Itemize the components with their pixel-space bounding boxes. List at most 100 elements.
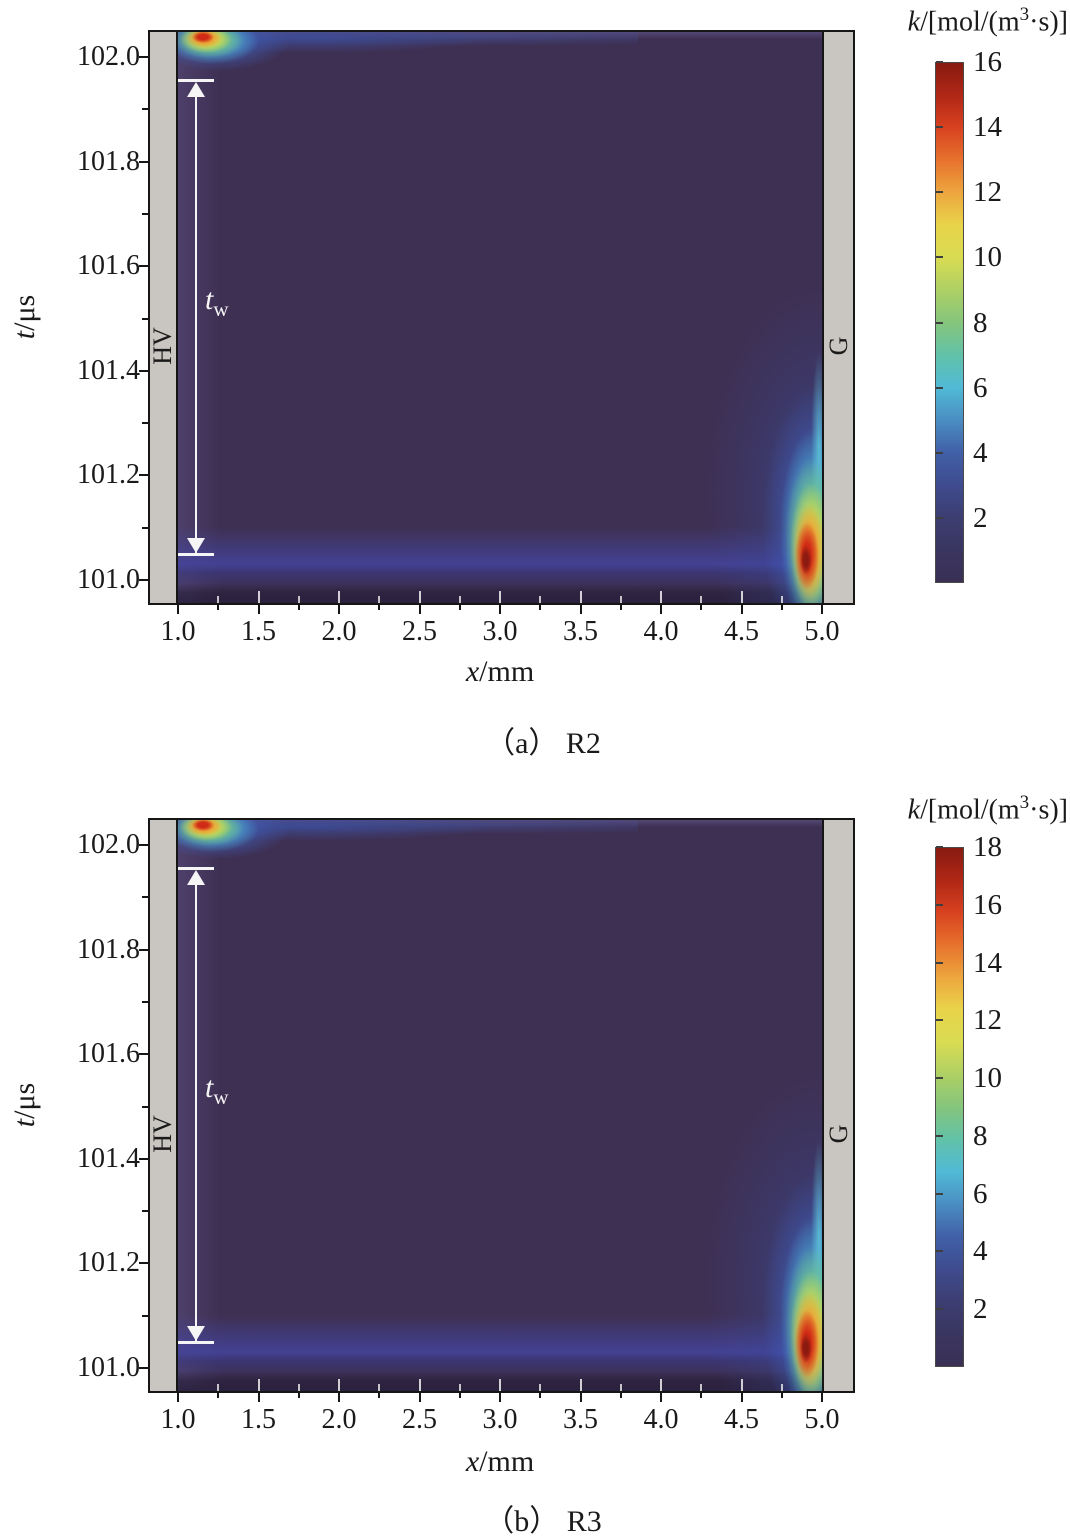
x-tick-minor-inner	[619, 596, 622, 603]
colorbar-tick	[936, 1192, 943, 1195]
x-tick-minor-inner	[539, 1384, 542, 1391]
x-tick-minor	[458, 605, 461, 610]
x-tick-minor-inner	[217, 1384, 220, 1391]
x-tick-label: 1.5	[241, 1404, 276, 1435]
x-axis-label: x/mm	[435, 1445, 565, 1479]
x-tick-minor	[378, 1393, 381, 1398]
y-tick-major	[139, 1053, 148, 1056]
tw-arrow-cap-bottom	[178, 1341, 214, 1344]
x-tick-minor-inner	[458, 596, 461, 603]
y-tick-minor	[142, 1210, 148, 1213]
tw-arrowhead-down-icon	[187, 538, 205, 553]
heatmap-cathode-spot	[178, 32, 638, 112]
tw-annotation-label: tw	[205, 283, 229, 322]
x-axis-label: x/mm	[435, 655, 565, 689]
y-tick-label: 101.0	[77, 564, 140, 595]
x-tick-major	[499, 605, 501, 614]
x-tick-label: 3.0	[482, 1404, 518, 1435]
y-tick-minor	[142, 1314, 148, 1317]
x-axis-unit: /mm	[479, 655, 535, 688]
y-tick-major	[139, 1262, 148, 1265]
x-tick-label: 2.5	[402, 616, 437, 647]
y-tick-major	[139, 579, 148, 581]
colorbar-tick-label: 10	[973, 1062, 1002, 1095]
x-tick-minor-inner	[780, 1384, 783, 1391]
colorbar-tick-label: 6	[973, 371, 988, 404]
x-tick-major-inner	[660, 1379, 662, 1391]
tw-var: t	[205, 283, 214, 316]
x-tick-major	[740, 1393, 743, 1402]
x-tick-minor	[700, 605, 703, 610]
x-tick-minor-inner	[297, 1384, 300, 1391]
x-axis-unit: /mm	[479, 1445, 535, 1478]
y-tick-label: 102.0	[77, 829, 140, 860]
x-tick-label: 2.5	[402, 1404, 437, 1435]
colorbar-tick	[936, 846, 943, 848]
x-tick-major	[418, 1393, 421, 1402]
y-tick-label: 101.2	[77, 459, 140, 491]
x-tick-minor-inner	[217, 596, 220, 603]
y-tick-major	[139, 265, 148, 268]
y-tick-minor	[142, 317, 148, 320]
y-tick-minor	[142, 108, 148, 111]
colorbar-gradient	[935, 847, 964, 1367]
x-axis-var: x	[465, 655, 480, 688]
x-tick-label: 4.0	[643, 616, 679, 647]
colorbar-tick	[936, 1308, 943, 1311]
y-tick-label: 102.0	[77, 41, 140, 72]
x-tick-major	[821, 605, 823, 614]
colorbar-title-pre: /[mol/(m	[920, 6, 1020, 38]
g-label: G	[823, 1124, 853, 1144]
colorbar-tick-label: 8	[973, 306, 988, 339]
hv-label: HV	[148, 327, 177, 365]
y-tick-label: 101.8	[77, 933, 140, 965]
colorbar-tick-label: 10	[973, 241, 1002, 274]
colorbar-tick-label: 2	[973, 501, 988, 534]
plot-area: HV G	[148, 30, 855, 605]
heatmap	[178, 820, 823, 1391]
colorbar-tick	[936, 61, 943, 63]
x-tick-major-inner	[338, 591, 340, 603]
colorbar-tick-label: 12	[973, 176, 1002, 209]
x-tick-major	[579, 605, 582, 614]
electrode-g-bar: G	[822, 32, 853, 603]
colorbar-tick-label: 14	[973, 946, 1002, 979]
x-tick-major	[579, 1393, 582, 1402]
electrode-hv-bar: HV	[148, 32, 178, 603]
x-tick-major	[177, 605, 179, 614]
x-tick-minor-inner	[619, 1384, 622, 1391]
colorbar-tick-label: 14	[973, 111, 1002, 144]
x-tick-minor-inner	[700, 596, 703, 603]
colorbar-tick-label: 6	[973, 1177, 988, 1210]
colorbar-tick	[936, 516, 943, 519]
y-axis-unit: /μs	[8, 1082, 41, 1119]
colorbar-tick-label: 16	[973, 46, 1002, 78]
x-tick-minor-inner	[539, 596, 542, 603]
colorbar-title-k: k	[907, 6, 921, 38]
x-tick-label: 1.5	[241, 616, 276, 647]
x-tick-label: 5.0	[804, 616, 840, 647]
colorbar-tick	[936, 126, 943, 129]
y-tick-label: 101.6	[77, 1038, 140, 1070]
x-tick-major-inner	[418, 591, 421, 603]
x-tick-minor-inner	[780, 596, 783, 603]
colorbar-title-post: ·s)]	[1029, 794, 1068, 826]
colorbar-tick-label: 4	[973, 436, 988, 469]
x-tick-major	[660, 605, 662, 614]
colorbar-tick	[936, 1019, 943, 1022]
tw-arrowhead-up-icon	[187, 870, 205, 885]
colorbar-tick	[936, 256, 943, 259]
heatmap-cathode-spot	[178, 820, 638, 900]
x-tick-minor	[619, 605, 622, 610]
colorbar-title-sup: 3	[1019, 792, 1030, 813]
x-tick-label: 3.5	[563, 1404, 598, 1435]
x-tick-major	[821, 1393, 823, 1402]
tw-arrow-cap-top	[178, 79, 214, 82]
x-tick-major-inner	[740, 591, 743, 603]
tw-sub: w	[213, 297, 229, 321]
colorbar-tick-label: 18	[973, 831, 1002, 863]
colorbar-title: k/[mol/(m3·s)]	[848, 4, 1068, 38]
y-tick-minor	[142, 526, 148, 529]
y-tick-minor	[142, 212, 148, 215]
x-tick-minor	[297, 605, 300, 610]
